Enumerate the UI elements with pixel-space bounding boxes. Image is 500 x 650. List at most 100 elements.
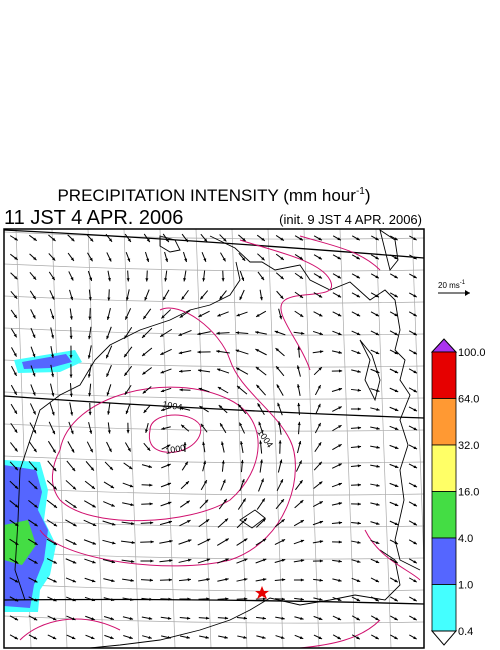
wind-arrow-head — [280, 479, 283, 483]
wind-arrow-head — [34, 504, 38, 508]
wind-arrow-head — [299, 275, 303, 279]
wind-arrow-head — [33, 429, 37, 434]
wind-arrow-head — [280, 636, 285, 639]
wind-arrow-head — [394, 465, 399, 468]
wind-arrow-head — [338, 482, 342, 486]
wind-arrow-head — [275, 348, 279, 352]
wind-arrow-head — [125, 316, 129, 320]
wind-arrow-head — [88, 411, 92, 416]
wind-arrow-head — [394, 598, 398, 602]
wind-arrow-head — [205, 519, 210, 523]
wind-arrow-head — [319, 559, 324, 563]
wind-arrow-head — [413, 560, 417, 564]
wind-arrow-head — [276, 384, 280, 388]
wind-arrow-head — [70, 277, 74, 281]
wind-arrow-head — [32, 315, 36, 319]
wind-arrow-head — [394, 617, 398, 621]
wind-arrow-head — [243, 635, 247, 639]
wind-arrow-head — [262, 578, 267, 582]
wind-arrow-head — [300, 578, 305, 582]
wind-arrow-head — [14, 636, 18, 640]
parallel — [4, 263, 424, 272]
wind-arrow-head — [216, 349, 220, 353]
wind-arrow-head — [318, 367, 322, 371]
wind-arrow-head — [183, 278, 187, 282]
wind-arrow-head — [413, 275, 417, 279]
wind-arrow-head — [262, 538, 267, 542]
wind-arrow-head — [338, 369, 343, 373]
wind-arrow-head — [357, 521, 361, 525]
wind-arrow-head — [413, 256, 417, 260]
wind-arrow-head — [184, 258, 188, 262]
wind-arrow-head — [219, 296, 223, 300]
wind-arrow-head — [394, 294, 398, 298]
wind-arrow-head — [338, 387, 343, 391]
wind-arrow-head — [259, 296, 263, 301]
wind-arrow-head — [278, 440, 282, 444]
wind-arrow-head — [106, 335, 110, 340]
wind-arrow-head — [34, 541, 38, 545]
wind-arrow-head — [281, 616, 285, 620]
wind-arrow-head — [357, 502, 361, 506]
wind-arrow-head — [161, 315, 165, 319]
wind-arrow-head — [394, 579, 398, 583]
wind-arrow-head — [131, 540, 135, 544]
meridian — [375, 229, 392, 648]
wind-arrow-head — [69, 393, 73, 397]
wind-arrow-head — [202, 441, 206, 446]
parallel — [4, 487, 424, 496]
wind-arrow-head — [357, 445, 362, 449]
meridian — [303, 229, 320, 648]
wind-arrow-head — [338, 350, 342, 354]
wind-arrow-head — [375, 636, 379, 640]
meridian — [159, 229, 176, 648]
wind-arrow-head — [88, 393, 92, 397]
wind-arrow-head — [73, 523, 77, 527]
wind-arrow-head — [376, 502, 380, 506]
wind-arrow-head — [14, 504, 19, 508]
wind-arrow-head — [72, 541, 77, 545]
parallel — [4, 551, 424, 560]
wind-arrow-head — [375, 332, 380, 336]
wind-arrow-head — [281, 558, 286, 562]
wind-arrow-head — [70, 412, 74, 416]
wind-arrow-head — [14, 429, 18, 433]
wind-arrow-head — [127, 258, 131, 262]
isobar-label: 1004 — [162, 399, 183, 412]
wind-arrow-head — [318, 461, 322, 466]
wind-arrow-head — [413, 237, 417, 241]
wind-arrow-head — [319, 540, 324, 544]
parallel — [4, 295, 424, 304]
parallel — [4, 231, 424, 240]
wind-arrow-head — [203, 480, 207, 484]
wind-arrow-head — [279, 315, 283, 320]
wind-arrow-head — [280, 256, 284, 260]
wind-arrow-head — [14, 617, 19, 621]
wind-arrow-head — [357, 351, 361, 355]
wind-arrow-head — [338, 425, 342, 429]
wind-arrow-head — [241, 277, 245, 281]
wind-arrow-head — [255, 366, 260, 371]
wind-arrow-head — [161, 408, 165, 412]
wind-arrow-head — [87, 374, 91, 378]
wind-arrow-head — [160, 389, 165, 393]
wind-arrow-head — [197, 332, 201, 336]
wind-arrow-head — [143, 409, 147, 413]
wind-arrow-head — [337, 275, 341, 279]
wind-arrow-head — [357, 483, 362, 487]
wind-arrow-head — [394, 636, 398, 640]
wind-arrow-head — [394, 389, 399, 392]
wind-arrow-head — [238, 404, 242, 408]
wind-arrow-head — [202, 278, 206, 282]
wind-arrow-head — [160, 333, 164, 337]
wind-arrow-head — [319, 597, 323, 601]
wind-arrow-head — [199, 406, 203, 410]
wind-arrow-head — [107, 411, 111, 415]
meridian — [411, 229, 424, 574]
wind-arrow-head — [376, 521, 380, 525]
wind-arrow-head — [225, 577, 229, 581]
wind-arrow-head — [14, 466, 18, 471]
wind-arrow-head — [317, 385, 321, 389]
wind-arrow-head — [216, 331, 220, 335]
